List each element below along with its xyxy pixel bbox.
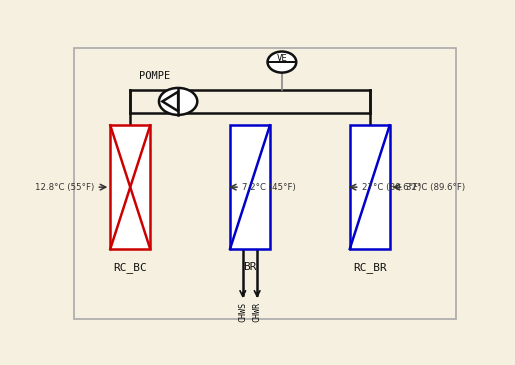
Text: 7.2°C (45°F): 7.2°C (45°F) xyxy=(242,182,296,192)
Polygon shape xyxy=(162,92,178,111)
Text: BR: BR xyxy=(243,262,256,272)
Text: 12.8°C (55°F): 12.8°C (55°F) xyxy=(35,182,94,192)
Text: 32°C (89.6°F): 32°C (89.6°F) xyxy=(406,182,465,192)
Text: 27°C (80.6°F): 27°C (80.6°F) xyxy=(362,182,421,192)
Ellipse shape xyxy=(267,51,296,73)
Text: POMPE: POMPE xyxy=(139,71,170,81)
Text: RC_BR: RC_BR xyxy=(353,262,387,273)
Text: RC_BC: RC_BC xyxy=(113,262,147,273)
Text: CHWS: CHWS xyxy=(238,302,247,322)
Text: VE: VE xyxy=(277,54,287,64)
Bar xyxy=(230,125,270,249)
Bar xyxy=(110,125,150,249)
Circle shape xyxy=(159,88,197,115)
Bar xyxy=(350,125,390,249)
Text: CHWR: CHWR xyxy=(253,302,262,322)
